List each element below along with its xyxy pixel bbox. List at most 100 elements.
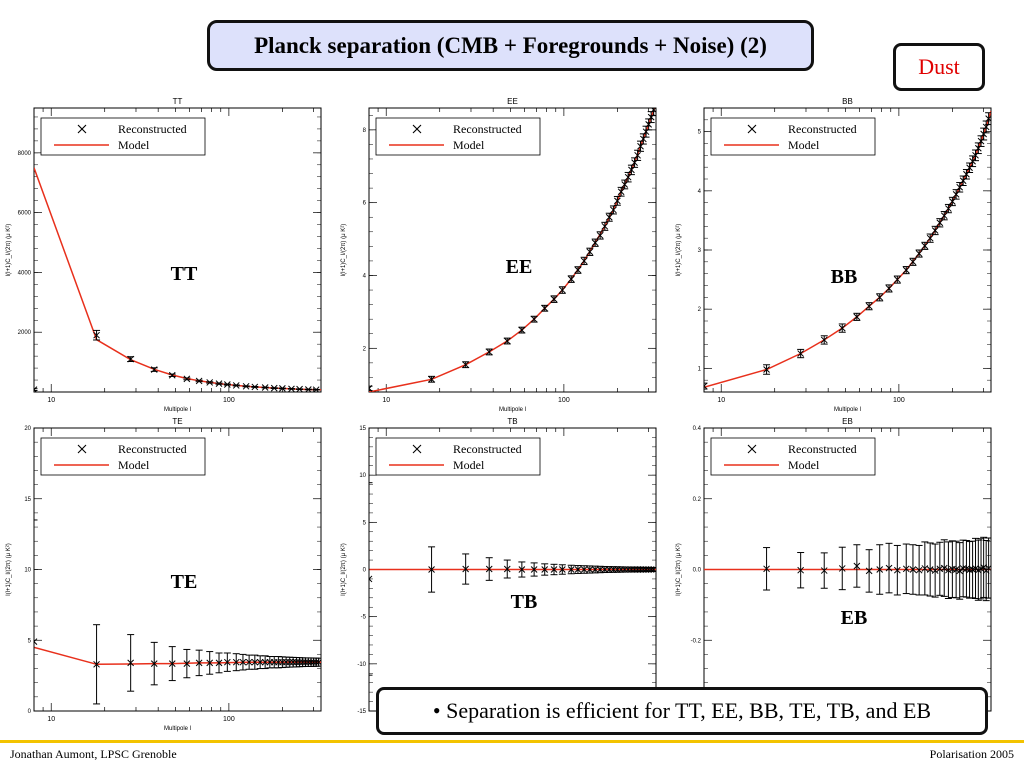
point-marker xyxy=(921,565,929,572)
point-marker xyxy=(926,234,934,242)
data-point xyxy=(530,315,538,323)
point-marker xyxy=(245,658,253,666)
data-point xyxy=(915,249,923,258)
point-marker xyxy=(299,658,306,666)
plot-area xyxy=(704,110,991,390)
point-marker xyxy=(704,385,708,390)
point-marker xyxy=(304,658,312,666)
point-marker xyxy=(586,248,594,256)
point-marker xyxy=(591,566,599,573)
data-point xyxy=(206,379,214,386)
data-point xyxy=(315,657,321,667)
data-point xyxy=(242,382,250,390)
point-marker xyxy=(34,386,38,391)
point-marker xyxy=(550,295,558,303)
point-marker xyxy=(462,565,470,573)
data-point xyxy=(541,304,549,312)
chart-ee: EE 10 100 Multipole l 2 4 6 8 l(l+1)C_l/(2π) (μ … xyxy=(341,97,657,413)
point-marker xyxy=(610,206,617,214)
x-axis-label: Multipole l xyxy=(164,407,191,413)
point-marker xyxy=(580,257,588,265)
point-marker xyxy=(628,166,635,174)
point-marker xyxy=(893,566,901,574)
point-marker xyxy=(296,385,303,392)
data-point xyxy=(650,108,656,117)
y-tick-label: 5 xyxy=(363,520,367,526)
point-marker xyxy=(558,286,566,294)
point-marker xyxy=(310,658,317,666)
chart-te: TE 10 100 Multipole l 0 5 10 15 20 l(l+1)C_l/(2π)… xyxy=(6,417,322,732)
point-marker xyxy=(985,115,991,123)
chart-tb: TB -15 -10 -5 0 5 10 15 l(l+1)C_l/(2π) (μ K²) Rec… xyxy=(341,417,657,715)
data-point xyxy=(902,266,910,275)
y-tick-label: 6000 xyxy=(18,211,32,217)
data-point xyxy=(270,384,278,392)
point-marker xyxy=(763,565,770,573)
data-point xyxy=(168,371,176,379)
point-marker xyxy=(150,366,158,373)
data-point xyxy=(34,519,38,711)
point-marker xyxy=(601,222,609,230)
x-tick-label: 100 xyxy=(558,397,570,404)
x-tick-label: 10 xyxy=(382,397,390,404)
data-point xyxy=(251,383,259,391)
point-marker xyxy=(251,383,259,391)
data-point xyxy=(428,375,436,383)
data-point xyxy=(287,385,295,392)
point-marker xyxy=(518,566,526,573)
chart-legend: Reconstructed Model xyxy=(375,117,541,156)
data-point xyxy=(574,266,582,274)
legend-marker xyxy=(747,444,757,454)
data-point xyxy=(966,162,974,173)
data-point xyxy=(580,256,588,266)
point-marker xyxy=(634,151,641,159)
legend-marker xyxy=(747,124,757,134)
data-point xyxy=(893,544,901,596)
point-marker xyxy=(902,266,910,274)
data-point xyxy=(853,544,861,588)
y-tick-label: 3 xyxy=(698,248,702,254)
data-point xyxy=(591,565,599,574)
point-marker xyxy=(428,375,435,383)
point-marker xyxy=(704,382,708,387)
point-marker xyxy=(307,658,315,666)
point-marker xyxy=(624,173,632,181)
point-marker xyxy=(893,276,901,283)
point-marker xyxy=(288,385,295,392)
data-point xyxy=(865,549,873,593)
point-marker xyxy=(279,385,286,392)
chart-title: EB xyxy=(842,417,853,426)
point-marker xyxy=(605,213,613,221)
legend-marker xyxy=(412,444,422,454)
data-point xyxy=(232,653,240,672)
point-marker xyxy=(940,212,948,220)
data-point xyxy=(627,164,635,176)
data-point xyxy=(239,653,247,671)
point-marker xyxy=(945,205,952,212)
point-marker xyxy=(239,658,247,666)
y-tick-label: -10 xyxy=(357,662,366,668)
data-point xyxy=(256,655,264,670)
point-marker xyxy=(838,565,846,572)
point-marker xyxy=(885,564,893,572)
point-marker xyxy=(313,386,320,392)
x-axis-label: Multipole l xyxy=(499,407,526,413)
point-marker xyxy=(127,659,135,667)
y-tick-label: 4 xyxy=(363,273,367,279)
point-marker xyxy=(865,302,873,310)
point-marker xyxy=(34,638,38,643)
data-point xyxy=(985,537,991,599)
point-marker xyxy=(242,382,250,390)
data-point xyxy=(763,364,771,375)
point-marker xyxy=(853,562,861,570)
y-axis-label: l(l+1)C_l/(2π) (μ K²) xyxy=(341,224,347,276)
point-marker xyxy=(915,250,923,257)
y-tick-label: 8 xyxy=(363,128,367,134)
point-marker xyxy=(195,377,203,385)
legend-label-reconstructed: Reconstructed xyxy=(118,122,187,136)
point-marker xyxy=(902,565,910,573)
point-marker xyxy=(926,566,934,573)
data-point xyxy=(853,312,861,321)
point-marker xyxy=(909,258,917,266)
point-marker xyxy=(959,565,967,572)
